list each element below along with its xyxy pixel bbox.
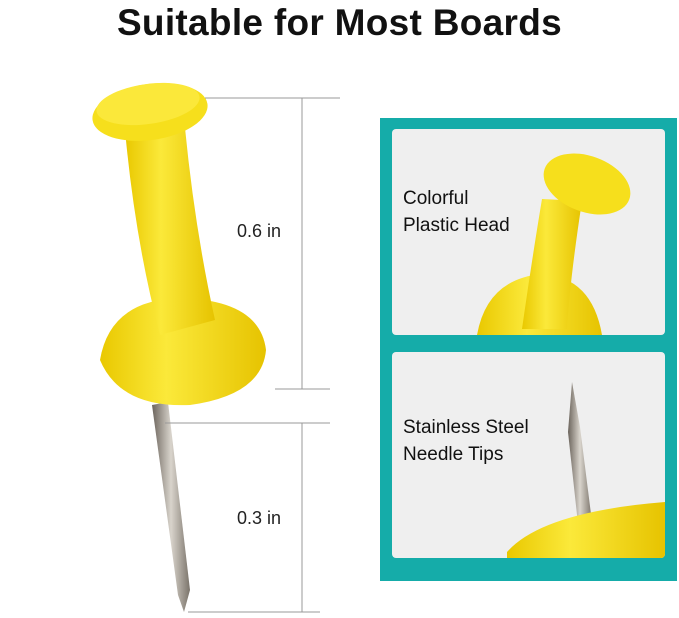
feature-card-head: Colorful Plastic Head bbox=[392, 129, 665, 335]
needle-length-label: 0.3 in bbox=[237, 508, 282, 528]
needle-shape bbox=[152, 402, 190, 612]
features-panel: Colorful Plastic Head Stainless Steel Ne… bbox=[380, 118, 677, 581]
dimension-lines bbox=[165, 97, 340, 613]
pin-head-highlight bbox=[96, 82, 200, 126]
feature-label: Colorful Plastic Head bbox=[403, 188, 510, 236]
feature-card-needle: Stainless Steel Needle Tips bbox=[392, 352, 665, 558]
needle-tip-closeup bbox=[507, 382, 665, 558]
pin-head-closeup bbox=[477, 153, 631, 335]
feature-label: Stainless Steel Needle Tips bbox=[403, 417, 529, 465]
page-title: Suitable for Most Boards bbox=[116, 2, 563, 43]
pin-shaft-shape bbox=[125, 128, 215, 335]
pin-base-shape bbox=[100, 298, 266, 406]
head-height-label: 0.6 in bbox=[237, 221, 282, 241]
